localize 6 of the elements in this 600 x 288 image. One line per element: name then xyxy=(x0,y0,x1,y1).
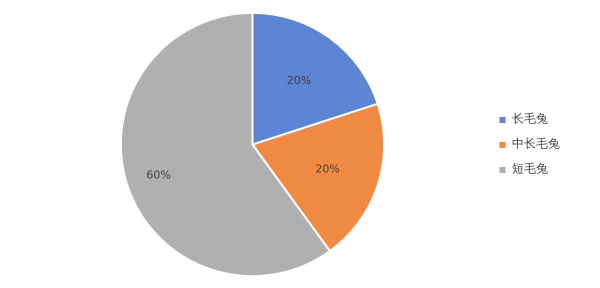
legend-label: 中长毛兔 xyxy=(512,136,560,152)
data-label: 60% xyxy=(146,168,171,182)
data-label: 20% xyxy=(315,162,340,176)
legend-label: 长毛兔 xyxy=(512,110,548,128)
data-label: 20% xyxy=(286,74,312,88)
legend-label: 短毛兔 xyxy=(512,160,548,178)
